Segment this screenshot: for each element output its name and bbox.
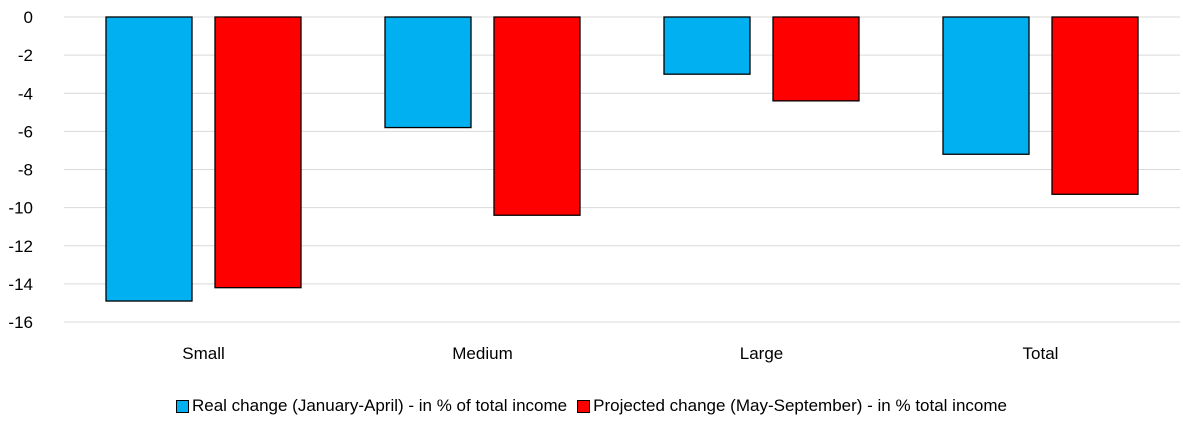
y-tick-label: -2 bbox=[18, 46, 33, 65]
y-tick-label: -16 bbox=[8, 313, 33, 332]
legend-label-projected-change: Projected change (May-September) - in % … bbox=[593, 396, 1007, 415]
x-category-label: Small bbox=[182, 344, 225, 363]
y-tick-label: 0 bbox=[24, 8, 33, 27]
bar bbox=[663, 16, 751, 75]
y-tick-label: -8 bbox=[18, 161, 33, 180]
bars bbox=[105, 16, 1139, 302]
legend-swatch-projected-change bbox=[577, 399, 591, 413]
bar bbox=[493, 16, 581, 216]
bar bbox=[1051, 16, 1139, 195]
legend-item-real-change: Real change (January-April) - in % of to… bbox=[176, 396, 567, 416]
y-axis-tick-labels: 0 -2 -4 -6 -8 -10 -12 -14 -16 bbox=[8, 8, 33, 332]
bar bbox=[772, 16, 860, 102]
legend-label-real-change: Real change (January-April) - in % of to… bbox=[192, 396, 568, 415]
x-category-label: Large bbox=[740, 344, 783, 363]
y-tick-label: -14 bbox=[8, 275, 33, 294]
legend-item-projected-change: Projected change (May-September) - in % … bbox=[577, 396, 1007, 416]
bar bbox=[214, 16, 302, 289]
y-tick-label: -4 bbox=[18, 84, 33, 103]
x-axis-category-labels: Small Medium Large Total bbox=[182, 344, 1058, 363]
x-category-label: Total bbox=[1023, 344, 1059, 363]
bar-chart: 0 -2 -4 -6 -8 -10 -12 -14 -16 Small Medium Large To… bbox=[8, 8, 1180, 363]
y-tick-label: -12 bbox=[8, 237, 33, 256]
legend: Real change (January-April) - in % of to… bbox=[0, 396, 1183, 416]
bar bbox=[105, 16, 193, 302]
y-tick-label: -6 bbox=[18, 122, 33, 141]
x-category-label: Medium bbox=[452, 344, 512, 363]
y-tick-label: -10 bbox=[8, 199, 33, 218]
legend-swatch-real-change bbox=[176, 399, 189, 413]
bar bbox=[942, 16, 1030, 155]
bar bbox=[384, 16, 472, 129]
